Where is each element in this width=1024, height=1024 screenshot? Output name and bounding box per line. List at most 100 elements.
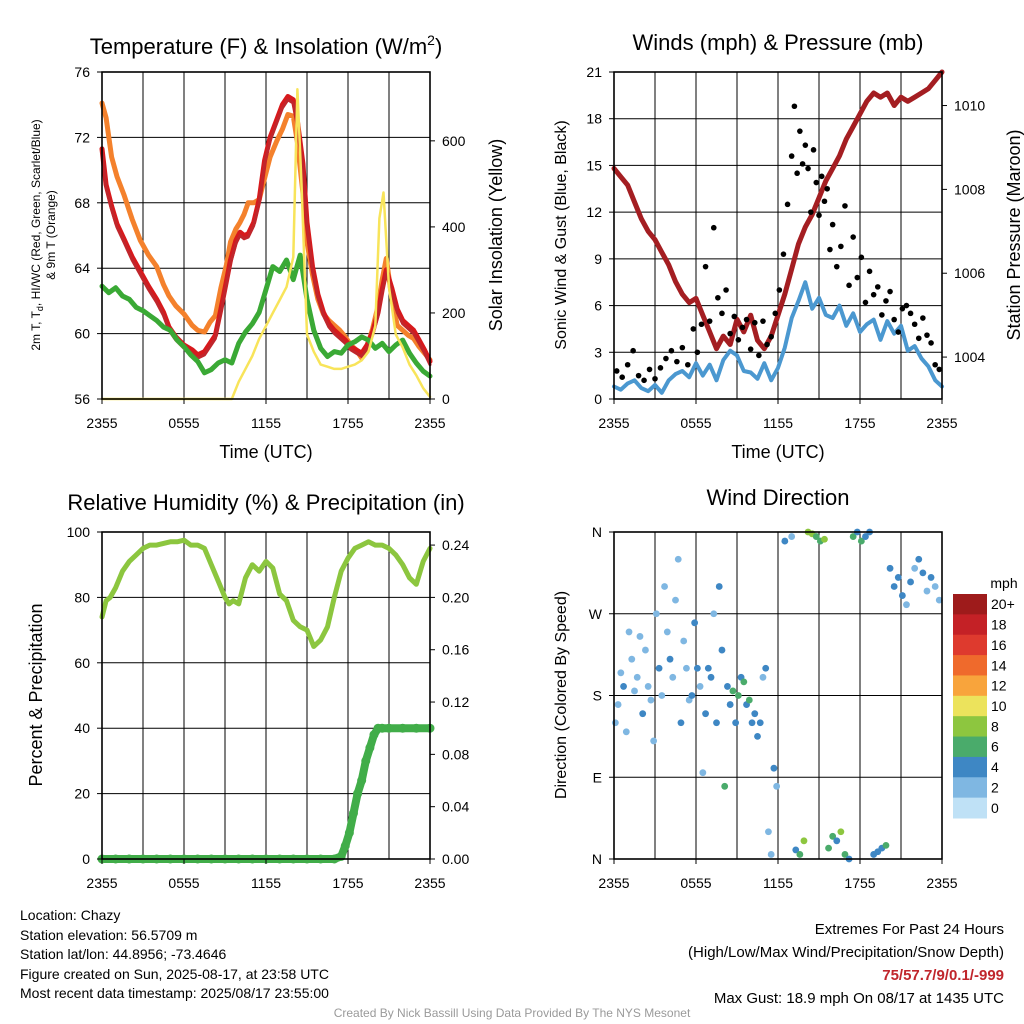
- gust-point: [854, 274, 861, 281]
- wind-direction-points: [611, 528, 943, 863]
- colorbar-label: 10: [991, 698, 1007, 714]
- direction-point: [931, 583, 939, 590]
- y-tick-label: 18: [586, 111, 602, 127]
- direction-point: [642, 646, 649, 654]
- direction-point: [620, 683, 627, 690]
- colorbar-swatch: [953, 695, 987, 717]
- gust-point: [932, 361, 938, 368]
- y-tick-label: 20: [74, 786, 90, 802]
- direction-point: [833, 837, 841, 845]
- gust-point: [719, 310, 725, 317]
- direction-point: [788, 533, 796, 540]
- gust-point: [827, 246, 833, 253]
- direction-point: [923, 587, 931, 595]
- precip-point: [348, 808, 358, 818]
- y-tick-label: 72: [74, 129, 90, 145]
- x-tick-label: 1155: [251, 875, 281, 891]
- colorbar-swatch: [953, 736, 987, 758]
- gust-point: [810, 147, 817, 153]
- colorbar-swatch: [953, 716, 987, 738]
- gust-point: [920, 315, 926, 321]
- wind-direction-title: Wind Direction: [706, 485, 849, 510]
- insolation-y-label: Solar Insolation (Yellow): [486, 139, 506, 331]
- x-tick-label: 2355: [926, 875, 957, 891]
- direction-point: [849, 533, 857, 540]
- wind-direction-y-label: Direction (Colored By Speed): [553, 591, 570, 799]
- x-tick-label: 1155: [763, 415, 793, 431]
- direction-point: [696, 683, 704, 690]
- colorbar-swatch: [953, 594, 987, 615]
- gust-point: [788, 153, 795, 159]
- gust-point: [702, 263, 709, 270]
- temperature-title: Temperature (F) & Insolation (W/m2): [90, 32, 443, 59]
- humidity-panel: Relative Humidity (%) & Precipitation (i…: [26, 490, 469, 891]
- wind-direction-y-ticks: N E S W N: [589, 524, 614, 867]
- direction-point: [898, 592, 906, 599]
- direction-point: [715, 583, 723, 590]
- x-tick-label: 2355: [414, 415, 445, 431]
- gust-point: [805, 165, 811, 172]
- colorbar-label: 6: [991, 739, 999, 755]
- extremes-title: Extremes For Past 24 Hours: [814, 921, 1004, 938]
- gust-point: [818, 173, 825, 180]
- y-tick-label: 21: [586, 64, 602, 80]
- direction-point: [919, 569, 927, 577]
- y-tick-label: 40: [74, 720, 90, 736]
- gust-point: [715, 294, 721, 301]
- direction-point: [732, 719, 740, 727]
- temperature-x-ticks: 2355 0555 1155 1755 2355: [86, 399, 446, 431]
- colorbar-label: 14: [991, 657, 1007, 673]
- x-tick-label: 0555: [168, 875, 199, 891]
- gust-point: [751, 319, 758, 326]
- gust-point: [816, 212, 822, 219]
- direction-point: [658, 692, 666, 699]
- x-tick-label: 1155: [763, 875, 793, 891]
- gust-point: [674, 358, 680, 365]
- direction-point: [704, 664, 712, 672]
- direction-point: [710, 610, 718, 618]
- gust-point: [866, 268, 873, 275]
- direction-point: [773, 782, 781, 790]
- gust-point: [764, 341, 770, 348]
- pressure-line: [611, 69, 945, 352]
- direction-point: [650, 737, 658, 745]
- x-tick-label: 2355: [86, 415, 117, 431]
- direction-point: [829, 832, 837, 840]
- y2-tick-label: 1004: [954, 349, 985, 365]
- station-location: Location: Chazy: [20, 907, 121, 923]
- direction-point: [628, 655, 636, 663]
- gust-point: [698, 321, 705, 328]
- direction-point: [927, 574, 935, 581]
- x-tick-label: 1155: [251, 415, 281, 431]
- station-elevation: Station elevation: 56.5709 m: [20, 926, 198, 943]
- direction-point: [751, 710, 759, 718]
- direction-point: [691, 619, 699, 627]
- direction-point: [792, 846, 800, 854]
- gust-point: [768, 333, 774, 340]
- winds-panel: Winds (mph) & Pressure (mb) 0 3 6 9 12 15 18 21…: [553, 30, 1024, 462]
- y-tick-label: 6: [594, 298, 602, 314]
- humidity-x-ticks: 2355 0555 1155 1755 2355: [86, 859, 446, 891]
- direction-point: [882, 841, 890, 849]
- heat_index_wc-line: [100, 98, 432, 367]
- direction-point: [745, 696, 753, 704]
- precip-y-ticks: 0.00 0.04 0.08 0.12 0.16 0.20 0.24: [430, 537, 469, 867]
- direction-point: [631, 687, 638, 695]
- gust-point: [694, 349, 701, 356]
- direction-point: [647, 696, 655, 704]
- y2-tick-label: 400: [442, 219, 466, 235]
- gust-point: [862, 299, 869, 306]
- direction-point: [915, 555, 923, 563]
- direction-point: [721, 782, 729, 790]
- direction-point: [669, 673, 677, 681]
- y2-tick-label: 200: [442, 305, 466, 321]
- y-tick-label: 60: [74, 326, 90, 342]
- winds-grid: [614, 72, 942, 399]
- station-info: Location: Chazy Station elevation: 56.57…: [20, 906, 329, 1004]
- y2-tick-label: 0.24: [442, 537, 469, 553]
- colorbar-swatch: [953, 614, 987, 636]
- temperature-x-label: Time (UTC): [219, 442, 312, 462]
- y2-tick-label: 0.16: [442, 642, 469, 658]
- gust-point: [883, 298, 889, 304]
- speed-colorbar: 20+ 18 16 14 12 10 8 6 4 2 0: [953, 594, 1015, 819]
